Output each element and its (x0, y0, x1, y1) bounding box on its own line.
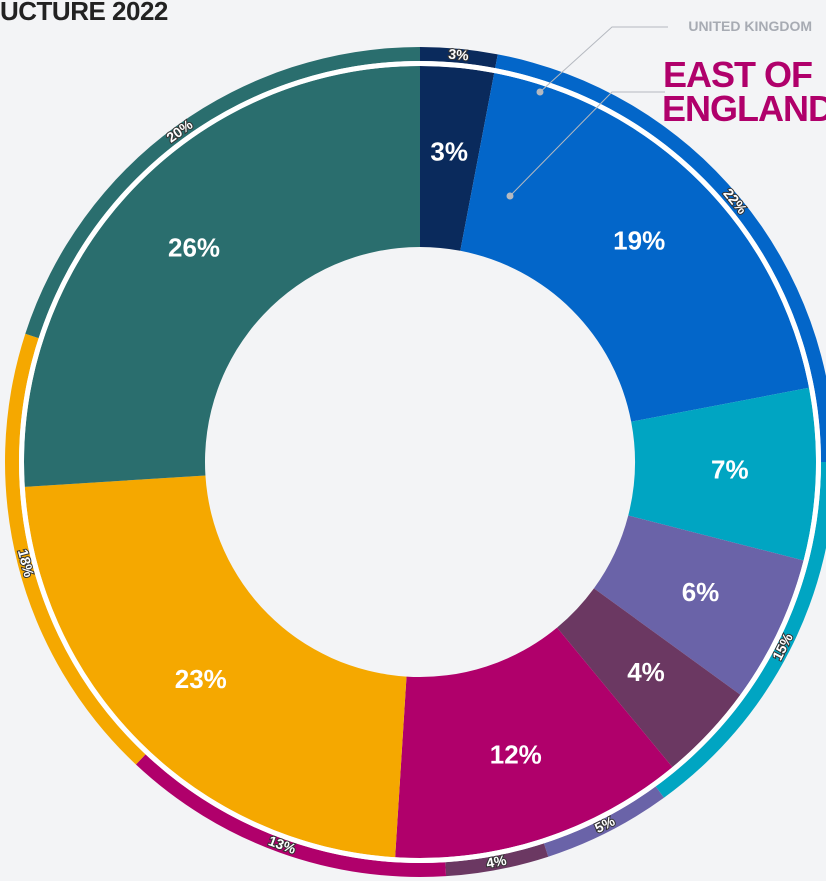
leader-lines (506, 26, 668, 200)
data-label: 3% (430, 136, 468, 166)
legend-entry: EAST OF ENGLAND (662, 54, 826, 129)
data-label: 23% (175, 664, 227, 694)
donut-segment (628, 387, 816, 561)
donut-segment (25, 47, 420, 339)
data-label: 12% (490, 740, 542, 770)
data-label: 3% (448, 46, 470, 64)
donut-segment (543, 786, 664, 857)
legend-entry: UNITED KINGDOM (688, 18, 812, 34)
donut-segment (23, 66, 420, 487)
data-label: 26% (168, 233, 220, 263)
leader-line (509, 91, 665, 197)
data-label: 7% (711, 455, 749, 485)
leader-dot (506, 192, 514, 200)
data-label: 4% (485, 852, 508, 872)
data-label: 6% (682, 577, 720, 607)
donut-segment (495, 54, 826, 462)
donut-segment (395, 627, 673, 858)
data-label: 19% (613, 226, 665, 256)
chart-title: UCTURE 2022 (0, 0, 168, 26)
data-label: 4% (627, 657, 665, 687)
donut-segment (445, 843, 549, 877)
donut-segment (420, 47, 498, 69)
donut-segment (24, 475, 407, 858)
leader-dot (536, 88, 544, 96)
donut-segment (557, 588, 741, 768)
ring-separator (19, 61, 821, 863)
donut-segment (135, 754, 447, 877)
donut-segment (460, 73, 809, 422)
donut-segment (593, 515, 804, 695)
donut-segment (4, 333, 146, 765)
leader-line (539, 26, 668, 93)
donut-segment (655, 462, 826, 798)
donut-segment (420, 66, 495, 251)
